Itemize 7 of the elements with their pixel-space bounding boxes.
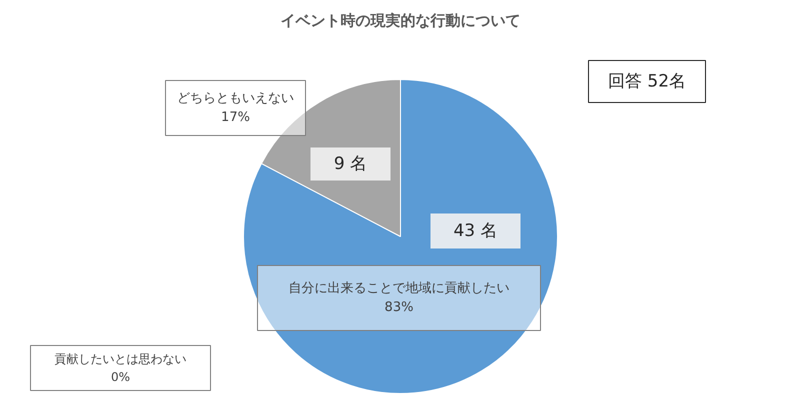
data-label: 43 名 [453, 221, 498, 241]
data-label: 9 名 [334, 154, 368, 174]
category-label: 貢献したいとは思わない 0% [54, 352, 186, 384]
text: 回答 52名 [608, 72, 686, 92]
slice-label: どちらともいえない 17% [177, 91, 294, 125]
chart-title: イベント時の現実的な行動について [280, 12, 520, 30]
slice-label: 自分に出来ることで地域に貢献したい 83% [288, 281, 510, 315]
